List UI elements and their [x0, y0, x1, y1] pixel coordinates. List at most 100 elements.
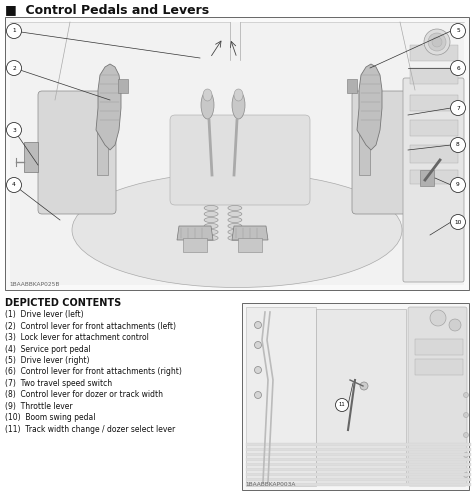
Circle shape: [255, 366, 262, 374]
Polygon shape: [357, 64, 382, 150]
Circle shape: [7, 122, 21, 138]
Circle shape: [464, 472, 468, 478]
Bar: [246, 448, 471, 451]
Text: (2)  Control lever for front attachments (left): (2) Control lever for front attachments …: [5, 321, 176, 330]
Text: 7: 7: [456, 106, 460, 110]
Circle shape: [432, 37, 442, 47]
Ellipse shape: [228, 223, 242, 228]
Ellipse shape: [72, 173, 402, 287]
Bar: [246, 483, 471, 486]
Bar: [246, 472, 471, 476]
Bar: [246, 453, 471, 456]
Bar: [359, 120, 370, 175]
Bar: [420, 170, 434, 186]
Circle shape: [450, 61, 465, 75]
Text: (1)  Drive lever (left): (1) Drive lever (left): [5, 310, 83, 319]
Text: 1: 1: [12, 29, 16, 34]
Circle shape: [360, 382, 368, 390]
Ellipse shape: [228, 217, 242, 222]
Circle shape: [255, 321, 262, 328]
Text: 4: 4: [12, 182, 16, 187]
Text: 5: 5: [456, 29, 460, 34]
Bar: [118, 79, 128, 93]
Text: 8: 8: [456, 142, 460, 147]
Text: (3)  Lock lever for attachment control: (3) Lock lever for attachment control: [5, 333, 149, 342]
Text: DEPICTED CONTENTS: DEPICTED CONTENTS: [5, 298, 121, 308]
Ellipse shape: [204, 217, 218, 222]
FancyBboxPatch shape: [408, 307, 467, 486]
Circle shape: [450, 138, 465, 152]
Circle shape: [7, 177, 21, 192]
Text: 10: 10: [454, 219, 462, 224]
Bar: [410, 45, 458, 61]
Ellipse shape: [203, 89, 212, 101]
Polygon shape: [96, 64, 121, 150]
Text: ■  Control Pedals and Levers: ■ Control Pedals and Levers: [5, 3, 209, 16]
Ellipse shape: [228, 206, 242, 211]
Circle shape: [450, 177, 465, 192]
Ellipse shape: [232, 91, 245, 119]
Bar: [5, 17, 469, 290]
Circle shape: [336, 398, 348, 412]
Bar: [238, 238, 262, 252]
Circle shape: [464, 413, 468, 418]
Bar: [347, 79, 357, 93]
Ellipse shape: [234, 89, 243, 101]
Circle shape: [255, 391, 262, 398]
Ellipse shape: [204, 206, 218, 211]
Circle shape: [255, 342, 262, 349]
Circle shape: [450, 24, 465, 38]
Text: (9)  Throttle lever: (9) Throttle lever: [5, 402, 73, 411]
Circle shape: [464, 453, 468, 458]
Circle shape: [464, 432, 468, 437]
Polygon shape: [232, 226, 268, 240]
Text: (8)  Control lever for dozer or track width: (8) Control lever for dozer or track wid…: [5, 390, 163, 399]
Bar: [246, 443, 471, 446]
Text: 3: 3: [12, 128, 16, 133]
Bar: [246, 458, 471, 461]
Bar: [246, 467, 471, 471]
Circle shape: [450, 214, 465, 230]
Circle shape: [464, 392, 468, 397]
Text: 9: 9: [456, 182, 460, 187]
Bar: [246, 478, 471, 481]
Bar: [410, 145, 458, 163]
Bar: [183, 238, 207, 252]
Text: (7)  Two travel speed switch: (7) Two travel speed switch: [5, 379, 112, 388]
Circle shape: [424, 29, 450, 55]
Text: (4)  Service port pedal: (4) Service port pedal: [5, 345, 91, 353]
Bar: [246, 307, 316, 486]
Ellipse shape: [204, 223, 218, 228]
Ellipse shape: [201, 91, 214, 119]
Bar: [415, 339, 463, 355]
Text: (5)  Drive lever (right): (5) Drive lever (right): [5, 356, 90, 365]
Text: (11)  Track width change / dozer select lever: (11) Track width change / dozer select l…: [5, 425, 175, 434]
Ellipse shape: [204, 211, 218, 216]
Bar: [415, 359, 463, 375]
Circle shape: [7, 24, 21, 38]
Circle shape: [7, 61, 21, 75]
Circle shape: [449, 319, 461, 331]
Text: (10)  Boom swing pedal: (10) Boom swing pedal: [5, 414, 95, 423]
Text: 2: 2: [12, 66, 16, 70]
FancyBboxPatch shape: [170, 115, 310, 205]
Text: 11: 11: [338, 402, 346, 408]
Bar: [246, 462, 471, 466]
Polygon shape: [177, 226, 213, 240]
Ellipse shape: [228, 236, 242, 241]
Text: 6: 6: [456, 66, 460, 70]
Bar: [410, 120, 458, 136]
Bar: [410, 68, 458, 84]
Ellipse shape: [228, 211, 242, 216]
Circle shape: [428, 33, 446, 51]
Circle shape: [450, 101, 465, 115]
Bar: [410, 95, 458, 111]
Bar: [410, 170, 458, 184]
Bar: [242, 303, 469, 490]
Bar: [316, 309, 406, 484]
Text: 1BAABBKAP003A: 1BAABBKAP003A: [245, 482, 295, 487]
Bar: [97, 120, 108, 175]
Text: (6)  Control lever for front attachments (right): (6) Control lever for front attachments …: [5, 367, 182, 377]
FancyBboxPatch shape: [38, 91, 116, 214]
Ellipse shape: [204, 236, 218, 241]
